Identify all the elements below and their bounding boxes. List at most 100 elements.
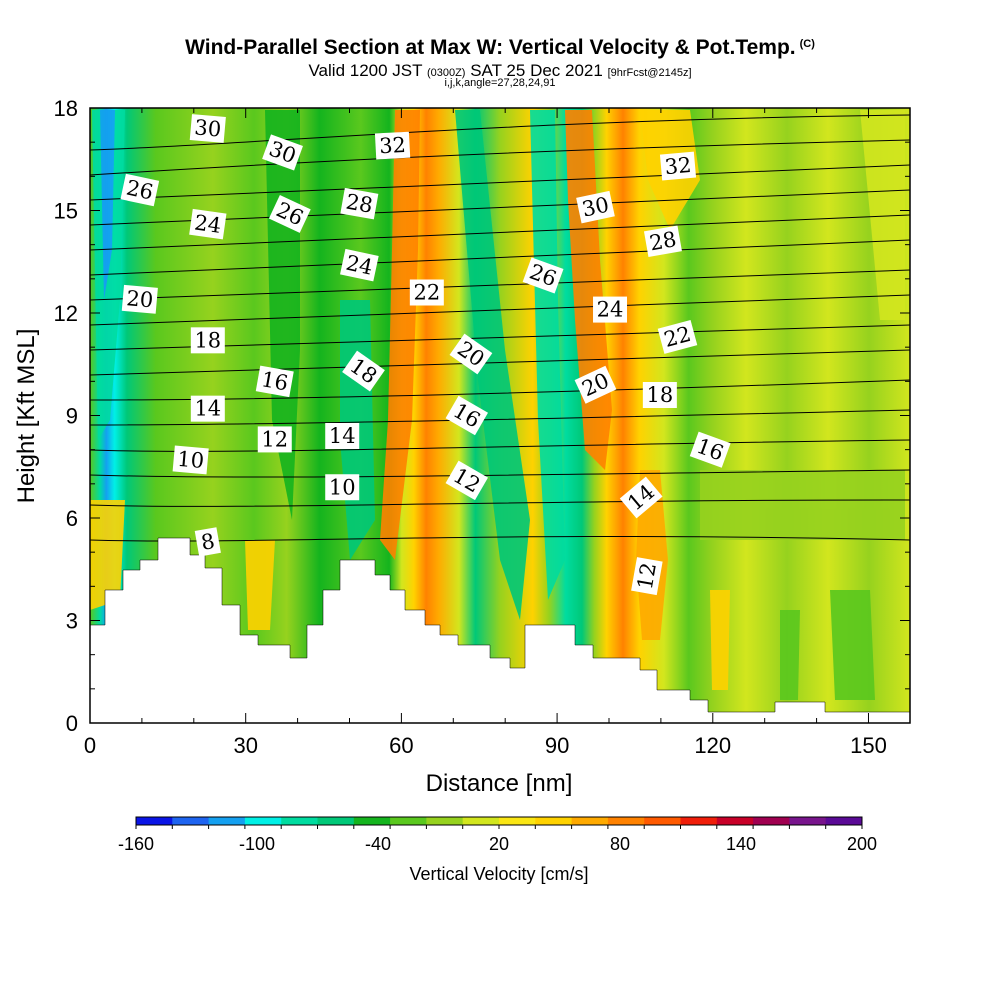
updraft-core-60nm — [380, 110, 420, 560]
valid-date: SAT 25 Dec 2021 — [470, 61, 603, 80]
contour-label: 28 — [340, 187, 379, 220]
rise-lower-mid — [245, 540, 275, 630]
weak-sink-lower-right — [700, 470, 905, 540]
contour-label-bg — [689, 431, 731, 468]
contour-label: 12 — [257, 426, 292, 453]
contour-label: 14 — [325, 423, 360, 449]
x-tick-label: 90 — [545, 733, 569, 758]
colorbar-swatch — [644, 817, 681, 825]
contour-label-bg — [262, 134, 303, 171]
colorbar-swatch — [353, 817, 391, 825]
colorbar-swatch — [825, 817, 863, 825]
contour-label: 26 — [120, 173, 160, 207]
y-tick-label: 15 — [54, 199, 78, 224]
colorbar-swatch — [499, 817, 536, 825]
rise-mid-yellow — [710, 590, 730, 690]
colorbar-swatch — [390, 817, 427, 825]
colorbar-swatch — [317, 817, 355, 825]
contour-label: 18 — [642, 382, 677, 408]
contour-label-bg — [449, 333, 493, 375]
contour-label-bg — [189, 208, 227, 240]
contour-label-bg — [190, 327, 225, 354]
colorbar-swatch — [571, 817, 609, 825]
updraft-core-108nm — [636, 470, 668, 640]
contour-label: 20 — [121, 284, 158, 314]
contour-label-text: 30 — [580, 193, 611, 222]
y-tick-label: 18 — [54, 96, 78, 121]
contour-label-text: 24 — [597, 298, 624, 322]
weak-sink-right-2 — [830, 590, 875, 700]
contour-label-text: 12 — [261, 427, 288, 451]
colorbar-swatch — [789, 817, 827, 825]
contour-label-text: 22 — [413, 281, 440, 305]
contour-label-bg — [172, 445, 209, 475]
terrain — [89, 537, 911, 724]
contour-label-bg — [325, 474, 360, 501]
contour-label-text: 14 — [194, 397, 221, 421]
x-tick-label: 0 — [84, 733, 96, 758]
x-axis: 0 30 60 90 120 150 — [84, 108, 887, 758]
colorbar-swatch — [172, 817, 210, 825]
contour-label-bg — [374, 131, 411, 160]
y-tick-label: 0 — [66, 711, 78, 736]
chart-subtitle: Valid 1200 JST (0300Z) SAT 25 Dec 2021 [… — [0, 61, 1000, 81]
weak-sink-right-1 — [780, 610, 800, 700]
downdraft-band-90nm — [530, 110, 565, 600]
colorbar-swatch — [607, 817, 645, 825]
x-tick-label: 120 — [694, 733, 731, 758]
contour-label-bg — [189, 114, 226, 143]
contour-label: 8 — [194, 527, 221, 557]
colorbar-tick-label: 20 — [489, 834, 509, 854]
contour-label-text: 16 — [260, 367, 290, 395]
contour-label: 10 — [325, 474, 360, 501]
colorbar-tick-label: 140 — [726, 834, 756, 854]
contour-label: 10 — [172, 445, 209, 475]
contour-label-bg — [522, 257, 564, 294]
contour-label-text: 28 — [344, 190, 374, 218]
valid-time-local: Valid 1200 JST — [308, 61, 423, 80]
contour-label-text: 18 — [194, 328, 221, 352]
copyright-mark: (C) — [799, 38, 815, 50]
contour-label-bg — [593, 296, 628, 323]
contour-label: 24 — [340, 248, 379, 282]
x-tick-label: 150 — [850, 733, 887, 758]
contour-label: 24 — [189, 208, 227, 240]
contour-label-bg — [340, 248, 379, 282]
contour-label-text: 10 — [176, 447, 205, 473]
colorbar: -160 -100 -40 20 80 140 200 — [118, 816, 877, 854]
contour-label-text: 8 — [199, 529, 216, 555]
downdraft-band-72nm — [455, 110, 530, 620]
colorbar-swatch — [244, 817, 282, 825]
colorbar-swatch — [281, 817, 318, 825]
chart-title-text: Wind-Parallel Section at Max W: Vertical… — [185, 36, 796, 59]
contour-label-text: 26 — [124, 175, 155, 204]
colorbar-swatch — [136, 817, 173, 825]
contour-label: 28 — [643, 225, 682, 258]
contour-label: 32 — [659, 151, 697, 181]
contour-label-bg — [268, 194, 311, 233]
contour-label-text: 32 — [664, 153, 693, 179]
contour-label-text: 14 — [329, 424, 356, 448]
contour-label-text: 18 — [646, 383, 673, 407]
forecast-info: [9hrFcst@2145z] — [607, 67, 692, 79]
contour-label-bg — [257, 426, 292, 453]
colorbar-swatch — [716, 817, 754, 825]
contour-label-text: 24 — [344, 251, 375, 280]
contour-label-bg — [340, 187, 379, 220]
contour-label-bg — [643, 225, 682, 258]
contour-label-bg — [409, 279, 444, 306]
x-tick-label: 30 — [233, 733, 257, 758]
y-tick-label: 3 — [66, 609, 78, 634]
contour-label-text: 32 — [379, 133, 407, 158]
colorbar-swatch — [208, 817, 246, 825]
contour-label: 22 — [409, 279, 444, 306]
contour-label-bg — [325, 423, 360, 449]
contour-label: 30 — [189, 114, 226, 143]
y-tick-label: 12 — [54, 301, 78, 326]
colorbar-swatch — [426, 817, 464, 825]
contour-label-bg — [445, 395, 489, 436]
contour-label: 14 — [190, 395, 225, 422]
contour-label: 20 — [449, 333, 493, 375]
